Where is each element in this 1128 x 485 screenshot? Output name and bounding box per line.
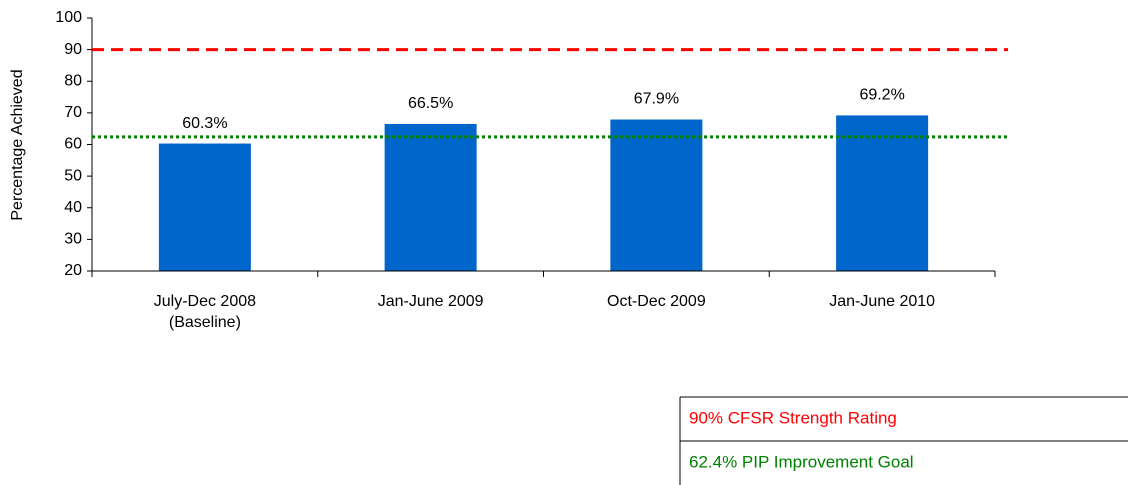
value-label: 66.5% bbox=[408, 95, 453, 112]
y-tick-label: 70 bbox=[64, 104, 82, 121]
x-tick-label: Oct-Dec 2009 bbox=[607, 293, 706, 310]
x-tick-label: Jan-June 2010 bbox=[829, 293, 936, 310]
x-tick-label: July-Dec 2008 (Baseline) bbox=[153, 293, 257, 331]
y-tick-label: 80 bbox=[64, 72, 82, 89]
y-tick-label: 90 bbox=[64, 41, 82, 58]
value-label: 60.3% bbox=[182, 115, 227, 132]
value-label: 67.9% bbox=[634, 91, 679, 108]
x-tick-label: Jan-June 2009 bbox=[377, 293, 484, 310]
value-label: 69.2% bbox=[859, 87, 904, 104]
y-tick-label: 40 bbox=[64, 199, 82, 216]
y-tick-label: 100 bbox=[55, 9, 82, 26]
legend-label: 90% CFSR Strength Rating bbox=[689, 408, 897, 427]
y-axis-title: Percentage Achieved bbox=[9, 69, 26, 220]
y-tick-label: 30 bbox=[64, 231, 82, 248]
y-tick-label: 50 bbox=[64, 167, 82, 184]
bar bbox=[158, 143, 251, 271]
y-tick-label: 60 bbox=[64, 136, 82, 153]
legend-label: 62.4% PIP Improvement Goal bbox=[689, 452, 914, 471]
bar bbox=[836, 115, 929, 271]
bar bbox=[610, 119, 703, 271]
y-tick-label: 20 bbox=[64, 262, 82, 279]
bar bbox=[384, 123, 477, 271]
